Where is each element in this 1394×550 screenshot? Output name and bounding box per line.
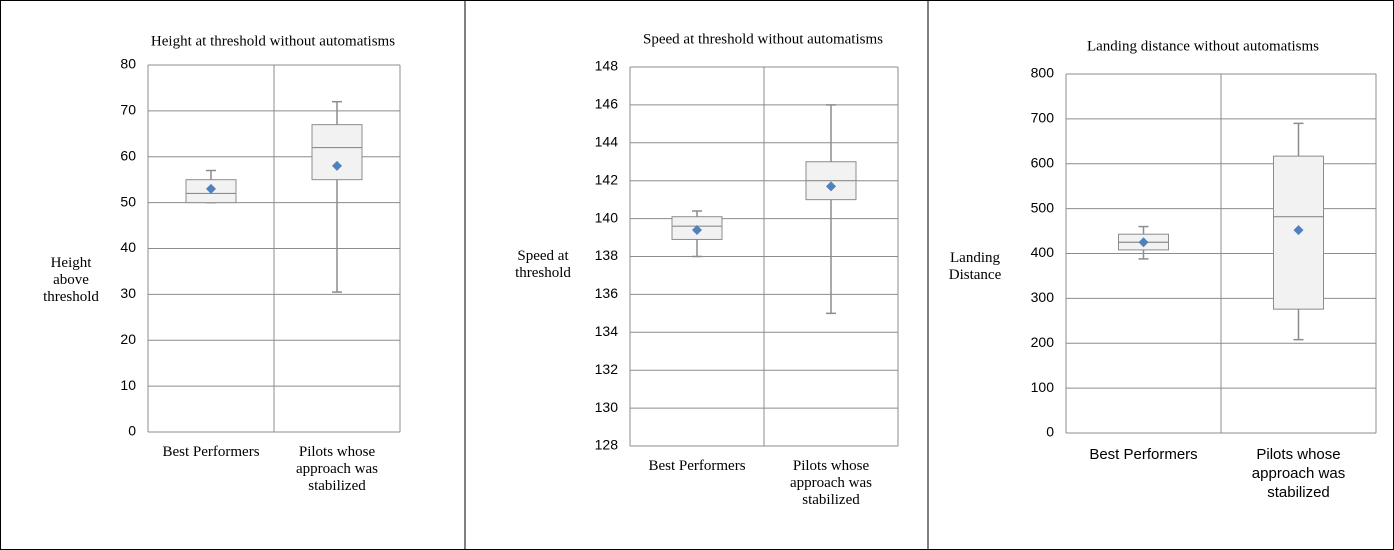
y-axis-label: Height above threshold <box>43 255 99 305</box>
y-tick-label: 138 <box>595 247 619 263</box>
y-tick-label: 128 <box>595 437 619 453</box>
mean-marker <box>332 160 342 171</box>
mean-marker <box>692 224 702 235</box>
y-tick-label: 30 <box>120 285 136 301</box>
y-tick-label: 144 <box>595 134 619 150</box>
y-axis-label: Speed at threshold <box>515 248 571 281</box>
y-tick-label: 148 <box>595 58 619 74</box>
y-tick-label: 136 <box>595 285 619 301</box>
y-tick-label: 70 <box>120 102 136 118</box>
y-tick-label: 134 <box>595 323 619 339</box>
y-tick-label: 140 <box>595 209 619 225</box>
x-tick-label: Best Performers <box>648 458 746 474</box>
x-tick-label: Best Performers <box>1089 446 1198 463</box>
y-tick-label: 132 <box>595 361 619 377</box>
mean-marker <box>1293 225 1304 236</box>
y-tick-label: 146 <box>595 96 619 112</box>
y-tick-label: 800 <box>1031 65 1055 81</box>
x-tick-label: Pilots whose approach was stabilized <box>789 458 873 508</box>
mean-marker <box>826 181 836 192</box>
y-tick-label: 80 <box>120 56 136 72</box>
y-tick-label: 0 <box>1046 424 1054 440</box>
chart-title: Speed at threshold without automatisms <box>643 31 883 47</box>
x-tick-label: Pilots whose approach was stabilized <box>1251 446 1346 501</box>
y-tick-label: 10 <box>120 377 136 393</box>
y-tick-label: 20 <box>120 331 136 347</box>
y-tick-label: 0 <box>128 423 136 439</box>
y-tick-label: 40 <box>120 239 136 255</box>
y-axis-label: Landing Distance <box>948 250 1002 283</box>
y-tick-label: 600 <box>1031 154 1055 170</box>
chart-title: Height at threshold without automatisms <box>151 33 395 49</box>
mean-marker <box>1138 237 1149 248</box>
y-tick-label: 500 <box>1031 199 1055 215</box>
y-tick-label: 130 <box>595 399 619 415</box>
box <box>311 124 363 181</box>
mean-marker <box>206 183 216 194</box>
x-tick-label: Pilots whose approach was stabilized <box>295 444 379 494</box>
y-tick-label: 400 <box>1031 244 1055 260</box>
y-tick-label: 50 <box>120 193 136 209</box>
x-tick-label: Best Performers <box>162 444 260 460</box>
chart-title: Landing distance without automatisms <box>1087 38 1319 54</box>
y-tick-label: 142 <box>595 171 619 187</box>
box <box>1273 155 1324 310</box>
y-tick-label: 100 <box>1031 379 1055 395</box>
y-tick-label: 60 <box>120 147 136 163</box>
y-tick-label: 200 <box>1031 334 1055 350</box>
y-tick-label: 700 <box>1031 110 1055 126</box>
y-tick-label: 300 <box>1031 289 1055 305</box>
